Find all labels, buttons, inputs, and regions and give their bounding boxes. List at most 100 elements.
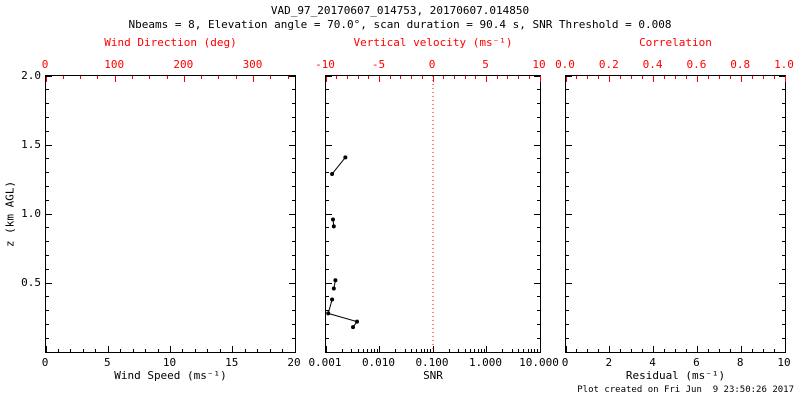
snr-x-minor-tick [404, 349, 406, 352]
snr-x-minor-tick [427, 349, 429, 352]
wind-y-tick [289, 75, 295, 77]
residual-x-minor-tick [762, 349, 764, 352]
wind-x-minor-tick [82, 349, 84, 352]
wind-x-minor-tick [145, 349, 147, 352]
snr-y-minor-tick [537, 310, 540, 312]
snr-y-minor-tick [326, 172, 329, 174]
snr-x-tick [486, 346, 487, 352]
snr-profile-line [331, 157, 346, 175]
residual-x-minor-tick [642, 349, 644, 352]
residual-y-minor-tick [782, 310, 785, 312]
snr-x-minor-tick [411, 349, 413, 352]
residual-panel [565, 75, 786, 353]
residual-top-minor-tick [598, 76, 600, 79]
y-tick-label: 0.5 [21, 276, 41, 289]
snr-x-minor-tick [537, 349, 539, 352]
residual-y-minor-tick [566, 241, 569, 243]
residual-top-tick-label: 0.4 [642, 58, 663, 71]
snr-x-minor-tick [420, 349, 422, 352]
wind-x-tick-label: 20 [287, 356, 301, 369]
residual-y-minor-tick [782, 103, 785, 105]
residual-top-minor-tick [751, 76, 753, 79]
wind-y-tick [289, 213, 295, 215]
snr-profile-point [330, 297, 335, 302]
snr-y-minor-tick [537, 227, 540, 229]
wind-y-tick [46, 75, 52, 77]
snr-top-minor-tick [357, 76, 359, 79]
snr-x-minor-tick [523, 349, 525, 352]
snr-y-tick [534, 75, 540, 77]
residual-x-minor-tick [685, 349, 687, 352]
wind-x-tick [107, 346, 109, 352]
snr-x-minor-tick [469, 349, 471, 352]
snr-top-minor-tick [475, 76, 477, 79]
wind-x-tick [45, 346, 47, 352]
residual-x-tick-label: 10 [777, 356, 791, 369]
y-tick-label: 2.0 [21, 69, 41, 82]
residual-y-minor-tick [782, 323, 785, 325]
snr-y-minor-tick [537, 185, 540, 187]
residual-y-minor-tick [782, 89, 785, 91]
residual-y-tick [566, 282, 572, 284]
snr-x-minor-tick [458, 349, 460, 352]
snr-profile-line [327, 299, 358, 328]
residual-y-tick [566, 213, 572, 215]
snr-profile-point [326, 311, 331, 316]
wind-speed-axis-title: Wind Speed (ms⁻¹) [114, 369, 227, 382]
snr-x-tick [379, 346, 380, 352]
residual-y-minor-tick [566, 103, 569, 105]
wind-top-tick-label: 0 [41, 58, 49, 71]
snr-x-minor-tick [474, 349, 476, 352]
snr-data-layer [326, 76, 434, 352]
wind-x-minor-tick [207, 349, 209, 352]
wind-y-minor-tick [46, 185, 49, 187]
wind-y-minor-tick [46, 296, 49, 298]
plot-title: VAD_97_20170607_014753, 20170607.014850 [270, 4, 530, 17]
wind-top-minor-tick [131, 76, 133, 79]
wind-x-tick [294, 346, 296, 352]
snr-top-tick-label: -5 [371, 58, 386, 71]
wind-top-minor-tick [218, 76, 220, 79]
snr-top-minor-tick [346, 76, 348, 79]
wind-x-minor-tick [132, 349, 134, 352]
snr-y-minor-tick [537, 241, 540, 243]
snr-y-minor-tick [326, 351, 329, 353]
snr-y-minor-tick [537, 158, 540, 160]
residual-y-minor-tick [566, 296, 569, 298]
snr-top-minor-tick [443, 76, 445, 79]
wind-top-minor-tick [166, 76, 168, 79]
snr-y-minor-tick [326, 116, 329, 118]
snr-top-minor-tick [464, 76, 466, 79]
snr-y-tick [534, 282, 540, 284]
wind-top-tick-label: 100 [104, 58, 125, 71]
residual-top-minor-tick [642, 76, 644, 79]
residual-x-tick-label: 6 [693, 356, 700, 369]
wind-y-minor-tick [46, 116, 49, 118]
residual-x-minor-tick [587, 349, 589, 352]
residual-y-minor-tick [782, 116, 785, 118]
wind-data-layer [46, 76, 295, 352]
residual-x-tick-label: 0 [561, 356, 569, 369]
vertical-velocity-top-axis-title: Vertical velocity (ms⁻¹) [353, 36, 513, 49]
residual-x-tick [740, 346, 742, 352]
residual-top-minor-tick [762, 76, 764, 79]
correlation-top-axis-title: Correlation [639, 36, 712, 49]
residual-top-tick [653, 76, 655, 82]
snr-y-minor-tick [326, 241, 329, 243]
wind-x-tick-label: 10 [162, 356, 177, 369]
snr-x-minor-tick [511, 349, 513, 352]
snr-x-minor-tick [424, 349, 426, 352]
wind-y-tick [46, 144, 52, 146]
snr-top-minor-tick [496, 76, 498, 79]
snr-x-minor-tick [448, 349, 450, 352]
wind-direction-top-axis-title: Wind Direction (deg) [104, 36, 237, 49]
snr-top-minor-tick [421, 76, 423, 79]
snr-x-tick-label: 0.010 [361, 356, 396, 369]
residual-y-minor-tick [566, 158, 569, 160]
wind-top-minor-tick [97, 76, 99, 79]
snr-profile-point [331, 224, 336, 229]
wind-x-minor-tick [269, 349, 271, 352]
snr-y-tick [534, 213, 540, 215]
wind-y-minor-tick [46, 310, 49, 312]
snr-x-minor-tick [527, 349, 529, 352]
